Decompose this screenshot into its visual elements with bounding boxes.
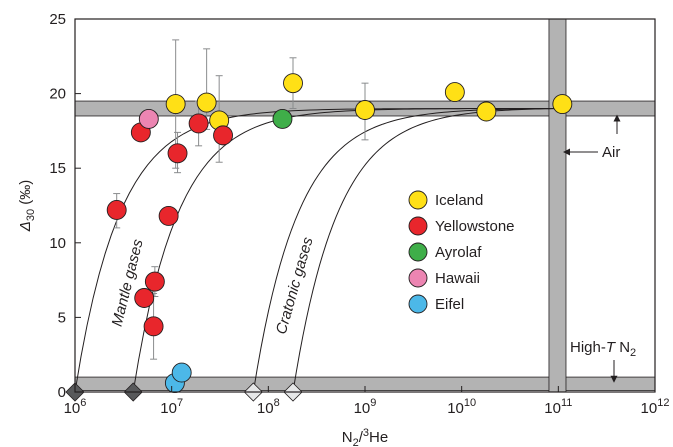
x-label-main: N [342,429,353,446]
x-tick-exponent: 6 [80,397,86,409]
data-point-iceland-3 [283,73,303,94]
x-tick-exponent: 12 [657,397,669,409]
data-point-yellowstone-4 [144,271,165,292]
x-tick-label-1: 107 [160,397,183,417]
y-tick-label-2: 10 [49,235,66,252]
data-point-yellowstone-3 [143,316,164,337]
high-t-label: High-T N2 [570,339,636,359]
x-tick-label-5: 1011 [544,397,572,417]
y-tick-label-5: 25 [49,11,66,28]
legend-marker-yellowstone [408,216,428,236]
y-tick-label-1: 5 [58,309,66,326]
data-point-yellowstone-8 [213,125,233,146]
x-tick-exponent: 10 [464,397,476,409]
y-tick-label-3: 15 [49,160,66,177]
x-label-tail: He [369,429,388,446]
x-tick-base: 10 [160,400,177,417]
high-t-sub: 2 [630,347,636,359]
x-label-sup: 3 [363,427,369,439]
legend-label-eifel: Eifel [435,296,464,313]
data-point-eifel-1 [171,362,192,383]
air-label: Air [602,144,620,161]
legend-label-iceland: Iceland [435,192,483,209]
legend-marker-ayrolaf [408,242,428,262]
data-point-yellowstone-6 [167,143,188,164]
mixing-curves-layer [74,108,559,393]
y-tick-label-4: 20 [49,86,66,103]
endmember-diamonds-layer [65,382,303,402]
data-point-iceland-1 [196,92,217,113]
x-axis-label: N2/3He [342,427,388,447]
bands-layer [74,18,656,393]
y-tick-label-0: 0 [58,384,66,401]
cratonic-gases-label: Cratonic gases [273,235,317,336]
x-tick-base: 10 [257,400,274,417]
legend: Iceland Yellowstone Ayrolaf Hawaii Eifel [408,190,515,314]
data-point-iceland-6 [476,101,497,122]
plot-frame [74,18,656,393]
x-tick-exponent: 8 [274,397,280,409]
x-tick-base: 10 [641,400,658,417]
data-point-iceland-7 [552,94,573,114]
error-bars-layer [113,39,369,360]
y-label-unit: (‰) [17,180,34,209]
x-tick-base: 10 [64,400,81,417]
legend-marker-hawaii [408,268,428,288]
data-point-iceland-4 [355,100,375,120]
data-point-yellowstone-5 [158,205,179,226]
data-point-hawaii-0 [138,109,159,129]
band-vertical-2 [548,18,567,393]
high-t-arrow-head [610,375,618,383]
data-point-ayrolaf-0 [272,109,293,129]
high-t-prefix: High- [570,339,606,356]
legend-marker-eifel [408,294,428,314]
legend-marker-iceland [408,190,428,210]
y-axis-label: Δ30 (‰) [17,180,37,233]
data-point-yellowstone-7 [188,113,209,134]
data-point-iceland-5 [444,82,465,103]
data-point-yellowstone-2 [134,288,155,308]
legend-label-hawaii: Hawaii [435,270,480,287]
x-tick-exponent: 11 [561,397,572,409]
high-t-main: N [615,339,630,356]
x-label-slash: / [359,429,364,446]
x-tick-base: 10 [544,400,561,417]
data-point-yellowstone-0 [106,200,127,220]
air-arrow2-head [563,148,570,156]
legend-label-ayrolaf: Ayrolaf [435,244,482,261]
x-tick-exponent: 9 [370,397,376,409]
data-points-layer [106,73,573,393]
x-tick-label-6: 1012 [641,397,670,417]
x-tick-label-2: 108 [257,397,280,417]
x-tick-base: 10 [447,400,464,417]
legend-label-yellowstone: Yellowstone [435,218,515,235]
x-tick-exponent: 7 [177,397,183,409]
y-label-main: Δ [17,221,34,232]
x-tick-label-0: 106 [64,397,87,417]
x-label-sub: 2 [353,437,359,447]
x-tick-base: 10 [354,400,371,417]
air-arrow-head [613,114,621,122]
mixing-curve-mantle-1 [132,108,559,393]
mixing-curve-cratonic-2 [252,108,559,393]
data-point-iceland-0 [165,94,186,114]
high-t-italic: T [606,339,617,356]
mantle-gases-label: Mantle gases [109,237,147,328]
x-tick-label-4: 1010 [447,397,476,417]
mixing-curve-mantle-0 [74,108,559,393]
x-tick-label-3: 109 [354,397,377,417]
y-label-sub: 30 [25,209,37,221]
mixing-curve-cratonic-3 [292,108,559,393]
